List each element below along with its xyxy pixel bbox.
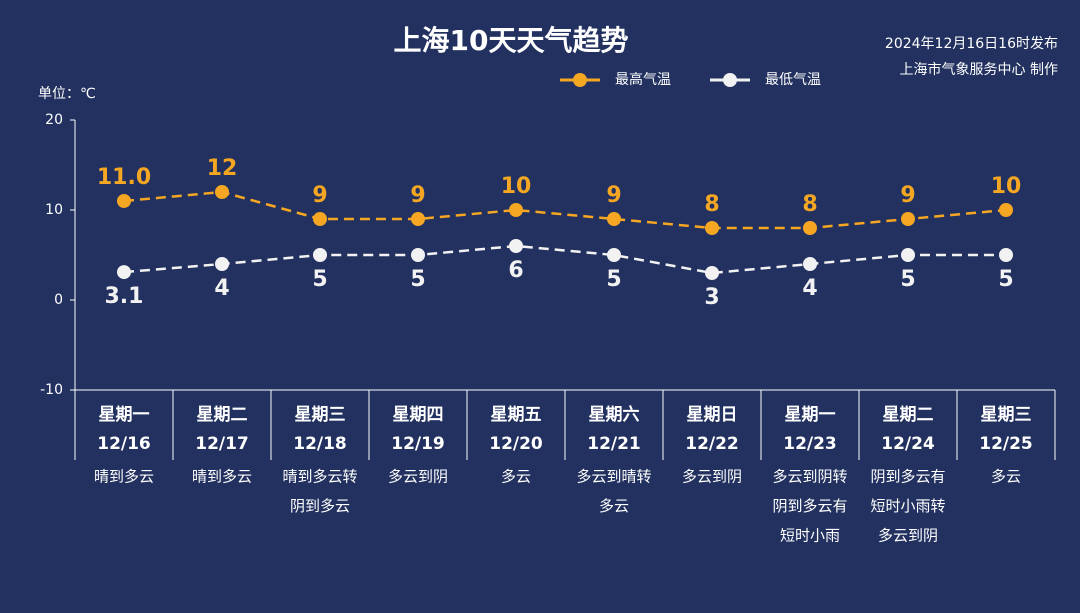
data-point: [803, 221, 817, 235]
data-point: [313, 248, 327, 262]
data-point: [999, 203, 1013, 217]
weekday-label: 星期三: [295, 405, 346, 425]
data-point: [509, 239, 523, 253]
data-label: 11.0: [97, 165, 151, 190]
weekday-label: 星期五: [491, 405, 542, 425]
weather-text: 晴到多云: [192, 468, 252, 486]
data-label: 5: [410, 267, 425, 292]
data-point: [313, 212, 327, 226]
data-label: 9: [900, 183, 915, 208]
weather-text: 多云到阴转: [772, 468, 847, 486]
weekday-label: 星期二: [197, 405, 248, 425]
data-point: [607, 248, 621, 262]
data-point: [999, 248, 1013, 262]
data-label: 12: [207, 156, 238, 181]
data-point: [705, 266, 719, 280]
data-label: 8: [704, 192, 719, 217]
weather-text: 多云: [599, 497, 629, 515]
x-tick-label: 12/21: [587, 434, 641, 454]
x-tick-label: 12/20: [489, 434, 543, 454]
data-point: [411, 248, 425, 262]
data-label: 10: [501, 174, 532, 199]
data-point: [803, 257, 817, 271]
x-tick-label: 12/24: [881, 434, 935, 454]
y-tick-label: 20: [45, 112, 63, 128]
weather-text: 多云: [501, 468, 531, 486]
weather-text: 多云: [991, 468, 1021, 486]
legend-label: 最低气温: [765, 72, 821, 88]
data-label: 6: [508, 258, 523, 283]
x-tick-label: 12/18: [293, 434, 347, 454]
data-label: 5: [900, 267, 915, 292]
data-label: 9: [312, 183, 327, 208]
x-tick-label: 12/22: [685, 434, 739, 454]
weather-text: 多云到阴: [388, 468, 448, 486]
legend-marker: [723, 73, 737, 87]
data-point: [117, 265, 131, 280]
weather-text: 阴到多云有: [870, 468, 945, 486]
series-line: [123, 190, 1007, 230]
data-point: [901, 248, 915, 262]
data-label: 9: [410, 183, 425, 208]
weather-text: 晴到多云转: [282, 468, 357, 486]
weekday-label: 星期四: [393, 405, 444, 425]
weekday-label: 星期一: [785, 405, 836, 425]
data-point: [215, 185, 229, 199]
data-label: 8: [802, 192, 817, 217]
data-point: [117, 194, 131, 208]
data-label: 5: [606, 267, 621, 292]
y-tick-label: 10: [45, 202, 63, 218]
data-label: 10: [991, 174, 1022, 199]
weekday-label: 星期一: [99, 405, 150, 425]
data-label: 5: [998, 267, 1013, 292]
data-point: [705, 221, 719, 235]
data-point: [411, 212, 425, 226]
weather-text: 多云到晴转: [576, 468, 651, 486]
weather-text: 短时小雨: [780, 527, 840, 545]
weather-text: 短时小雨转: [870, 497, 945, 515]
data-point: [509, 203, 523, 217]
weekday-label: 星期三: [981, 405, 1032, 425]
data-label: 4: [214, 276, 229, 301]
x-tick-label: 12/19: [391, 434, 445, 454]
legend-label: 最高气温: [615, 71, 671, 88]
weekday-label: 星期二: [883, 405, 934, 425]
data-label: 3: [704, 285, 719, 310]
data-label: 4: [802, 276, 817, 301]
y-tick-label: 0: [54, 292, 63, 308]
weather-text: 晴到多云: [94, 468, 154, 486]
weather-text: 多云到阴: [878, 527, 938, 545]
data-label: 5: [312, 267, 327, 292]
series-line: [123, 244, 1006, 275]
weather-text: 阴到多云有: [772, 497, 847, 515]
weather-text: 阴到多云: [290, 497, 350, 515]
x-tick-label: 12/17: [195, 434, 249, 454]
x-tick-label: 12/16: [97, 434, 151, 454]
x-tick-label: 12/25: [979, 434, 1033, 454]
chart-title: 上海10天天气趋势: [394, 24, 629, 57]
weekday-label: 星期日: [687, 405, 738, 425]
weather-text: 多云到阴: [682, 468, 742, 486]
x-tick-label: 12/23: [783, 434, 837, 454]
producer-note: 上海市气象服务中心 制作: [900, 61, 1058, 78]
weekday-label: 星期六: [589, 404, 640, 425]
publish-note: 2024年12月16日16时发布: [885, 36, 1058, 52]
data-label: 9: [606, 183, 621, 208]
data-point: [901, 212, 915, 226]
data-point: [215, 257, 229, 271]
y-tick-label: -10: [40, 382, 63, 398]
legend-marker: [573, 73, 587, 87]
data-label: 3.1: [105, 284, 144, 309]
y-axis-label: 单位：℃: [38, 86, 96, 102]
data-point: [607, 212, 621, 226]
